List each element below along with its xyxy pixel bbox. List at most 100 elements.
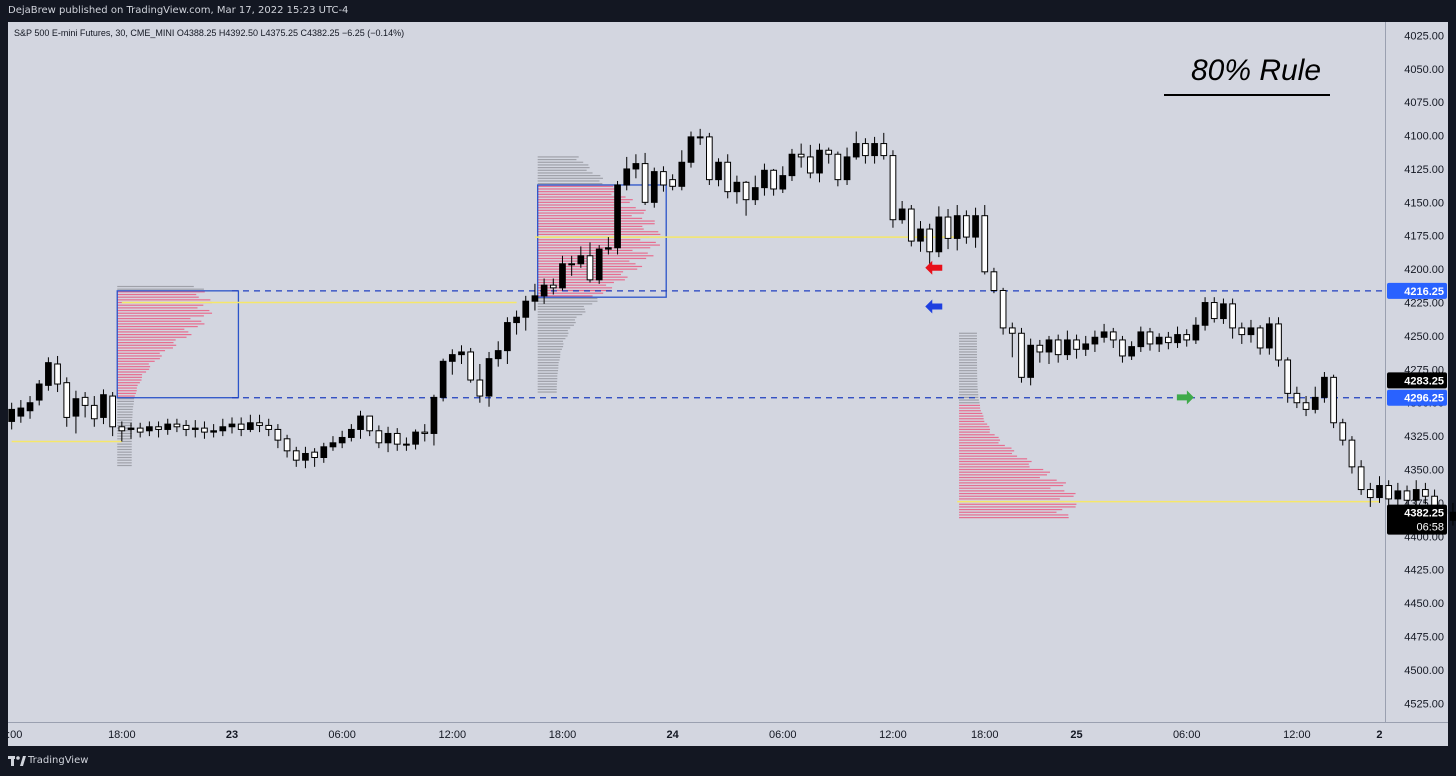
candle[interactable] (1155, 336, 1163, 345)
candle[interactable] (127, 427, 135, 430)
candle[interactable] (1109, 331, 1117, 341)
candle[interactable] (26, 402, 34, 412)
candle[interactable] (1045, 339, 1053, 353)
candle[interactable] (513, 316, 520, 324)
candle[interactable] (146, 426, 153, 432)
candle[interactable] (1174, 334, 1181, 344)
candle[interactable] (898, 208, 906, 221)
candle[interactable] (45, 362, 52, 386)
candle[interactable] (1100, 331, 1108, 338)
candle[interactable] (63, 382, 71, 418)
candle[interactable] (338, 436, 346, 444)
candle[interactable] (1054, 339, 1062, 356)
candle[interactable] (1229, 303, 1236, 329)
candle[interactable] (375, 430, 383, 444)
candle[interactable] (540, 284, 548, 297)
candle[interactable] (1008, 327, 1016, 334)
candle[interactable] (1394, 490, 1402, 500)
candle[interactable] (72, 398, 80, 417)
candle[interactable] (1311, 396, 1319, 410)
candle[interactable] (981, 215, 989, 273)
candle[interactable] (81, 396, 89, 406)
candle[interactable] (605, 247, 612, 250)
candle[interactable] (1422, 489, 1429, 497)
candle[interactable] (283, 438, 291, 452)
candle[interactable] (917, 228, 924, 242)
candle[interactable] (632, 163, 640, 170)
candle[interactable] (430, 396, 438, 434)
candle[interactable] (1357, 466, 1365, 491)
candle[interactable] (182, 424, 190, 430)
candle[interactable] (751, 187, 759, 201)
time-axis[interactable] (8, 722, 1448, 746)
candle[interactable] (650, 171, 658, 203)
candle[interactable] (522, 300, 530, 318)
candle[interactable] (779, 175, 787, 190)
candle[interactable] (201, 427, 208, 433)
candle[interactable] (191, 427, 199, 430)
candle[interactable] (614, 184, 621, 249)
candle[interactable] (999, 290, 1007, 329)
candle[interactable] (1220, 303, 1227, 320)
candle[interactable] (724, 161, 732, 193)
candle[interactable] (1256, 327, 1264, 349)
candle[interactable] (228, 423, 236, 428)
candle[interactable] (889, 155, 897, 221)
candle[interactable] (35, 383, 43, 401)
candle[interactable] (816, 149, 823, 174)
candle[interactable] (54, 363, 61, 385)
candle[interactable] (1366, 489, 1374, 499)
candle[interactable] (825, 149, 833, 155)
candle[interactable] (439, 360, 447, 398)
candle[interactable] (90, 404, 98, 420)
candle[interactable] (476, 379, 484, 397)
candle[interactable] (1284, 359, 1292, 394)
candle[interactable] (623, 168, 631, 186)
candle[interactable] (302, 452, 309, 461)
candle[interactable] (1210, 302, 1218, 320)
candle[interactable] (384, 432, 392, 444)
candle[interactable] (577, 255, 585, 265)
candle[interactable] (1275, 323, 1282, 361)
candle[interactable] (504, 322, 511, 352)
candle[interactable] (1449, 511, 1456, 521)
candle[interactable] (448, 354, 456, 362)
candle[interactable] (1027, 344, 1034, 378)
candle[interactable] (210, 430, 217, 433)
candle[interactable] (164, 423, 172, 430)
candle[interactable] (1348, 439, 1356, 468)
candle[interactable] (1330, 376, 1337, 424)
candle[interactable] (559, 263, 566, 289)
candle[interactable] (944, 216, 952, 239)
candle[interactable] (366, 415, 374, 432)
candle[interactable] (1146, 331, 1154, 345)
candle[interactable] (118, 426, 126, 432)
candle[interactable] (1201, 302, 1209, 326)
candle[interactable] (1137, 331, 1145, 348)
candle[interactable] (1192, 324, 1200, 341)
candle[interactable] (1073, 339, 1080, 350)
candle[interactable] (733, 181, 741, 193)
candle[interactable] (926, 228, 934, 253)
candle[interactable] (907, 208, 915, 242)
price-axis[interactable] (1386, 22, 1448, 722)
candle[interactable] (1128, 346, 1135, 357)
candle[interactable] (412, 431, 419, 445)
candle[interactable] (485, 358, 493, 397)
candle[interactable] (696, 136, 704, 139)
candle[interactable] (963, 215, 970, 238)
candle[interactable] (247, 422, 254, 430)
candle[interactable] (1119, 339, 1126, 357)
candle[interactable] (403, 443, 410, 446)
candle[interactable] (1247, 327, 1255, 336)
candle[interactable] (788, 153, 796, 177)
candle[interactable] (100, 394, 107, 418)
candle[interactable] (1082, 343, 1090, 350)
candle[interactable] (568, 263, 575, 266)
candle[interactable] (494, 350, 502, 360)
candle[interactable] (17, 407, 25, 417)
candle[interactable] (586, 255, 594, 281)
candle[interactable] (761, 169, 768, 189)
candle[interactable] (1321, 376, 1328, 398)
candle[interactable] (871, 143, 878, 157)
